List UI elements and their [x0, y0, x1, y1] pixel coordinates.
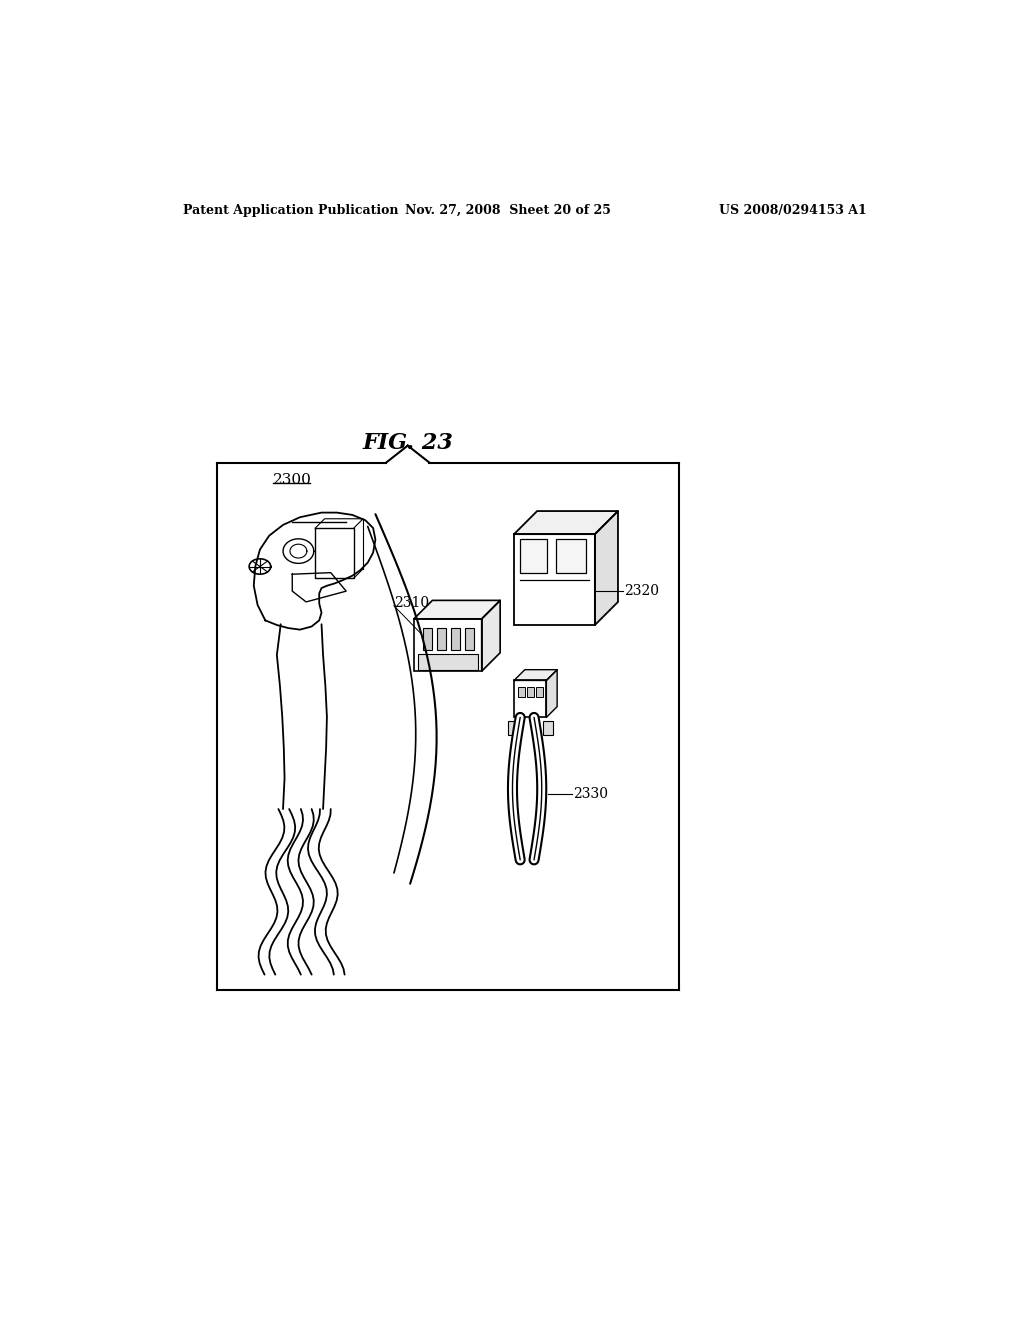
Bar: [437, 628, 446, 649]
Bar: [544, 721, 553, 735]
Bar: [508, 721, 517, 735]
Polygon shape: [481, 601, 500, 671]
Bar: [451, 628, 460, 649]
Text: FIG. 23: FIG. 23: [362, 433, 454, 454]
Bar: [556, 539, 586, 573]
Text: Patent Application Publication: Patent Application Publication: [183, 205, 398, 218]
Text: 2330: 2330: [573, 788, 608, 801]
Bar: [418, 655, 478, 669]
Bar: [518, 686, 524, 697]
Polygon shape: [547, 669, 557, 718]
Bar: [465, 628, 474, 649]
Text: 2310: 2310: [394, 597, 429, 610]
Bar: [514, 681, 547, 718]
Text: 2300: 2300: [273, 474, 312, 487]
Bar: [514, 535, 595, 626]
Polygon shape: [514, 669, 557, 681]
Polygon shape: [414, 601, 500, 619]
Bar: [520, 539, 547, 573]
Text: US 2008/0294153 A1: US 2008/0294153 A1: [719, 205, 866, 218]
Bar: [537, 686, 544, 697]
Polygon shape: [595, 511, 617, 626]
Bar: [423, 628, 432, 649]
Text: 2320: 2320: [625, 585, 659, 598]
Bar: [527, 686, 535, 697]
Polygon shape: [514, 511, 617, 535]
Bar: [414, 619, 481, 671]
Text: Nov. 27, 2008  Sheet 20 of 25: Nov. 27, 2008 Sheet 20 of 25: [404, 205, 610, 218]
